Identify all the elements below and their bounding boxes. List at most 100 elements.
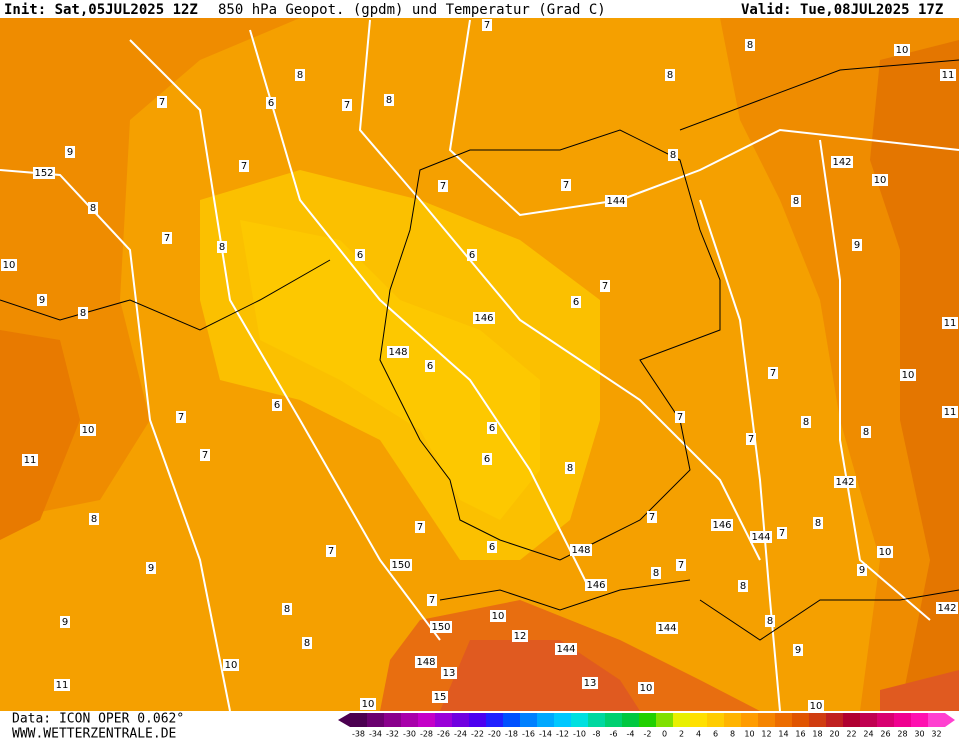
contour-label-box xyxy=(861,426,871,438)
contour-label-box xyxy=(217,241,227,253)
colorbar-swatch xyxy=(554,713,571,727)
contour-label: 7 xyxy=(164,233,170,244)
colorbar-label: -24 xyxy=(454,730,467,739)
colorbar-arrow xyxy=(945,713,955,727)
colorbar-label: 30 xyxy=(914,730,924,739)
colorbar-swatch xyxy=(622,713,639,727)
contour-label: 11 xyxy=(24,455,37,466)
colorbar-swatch xyxy=(792,713,809,727)
contour-label-box xyxy=(791,195,801,207)
contour-label: 7 xyxy=(178,412,184,423)
contour-label: 6 xyxy=(484,454,490,465)
contour-label: 15 xyxy=(434,692,447,703)
contour-label-box xyxy=(482,19,492,31)
contour-label-box xyxy=(22,454,38,466)
colorbar-label: -14 xyxy=(539,730,552,739)
contour-label: 144 xyxy=(751,532,770,543)
contour-label-box xyxy=(1,259,17,271)
colorbar-swatch xyxy=(503,713,520,727)
colorbar-swatch xyxy=(707,713,724,727)
contour-label: 148 xyxy=(416,657,435,668)
contour-label: 150 xyxy=(391,560,410,571)
contour-label: 12 xyxy=(514,631,527,642)
contour-label: 8 xyxy=(740,581,746,592)
colorbar-swatch xyxy=(656,713,673,727)
contour-label: 148 xyxy=(388,347,407,358)
colorbar-label: 12 xyxy=(761,730,771,739)
contour-label: 8 xyxy=(304,638,310,649)
contour-label-box xyxy=(711,519,733,531)
contour-label: 6 xyxy=(427,361,433,372)
colorbar-label: 8 xyxy=(730,730,735,739)
colorbar-label: 4 xyxy=(696,730,701,739)
contour-label-box xyxy=(801,416,811,428)
colorbar-label: 2 xyxy=(679,730,684,739)
contour-label: 144 xyxy=(606,196,625,207)
contour-label: 7 xyxy=(563,180,569,191)
contour-label: 7 xyxy=(328,546,334,557)
colorbar-swatch xyxy=(401,713,418,727)
colorbar-swatch xyxy=(843,713,860,727)
contour-label: 8 xyxy=(386,95,392,106)
contour-label: 9 xyxy=(795,645,801,656)
contour-label: 10 xyxy=(902,370,915,381)
colorbar-label: -28 xyxy=(420,730,433,739)
contour-label-box xyxy=(675,411,685,423)
contour-label-box xyxy=(89,513,99,525)
contour-label-box xyxy=(384,94,394,106)
colorbar-swatch xyxy=(860,713,877,727)
contour-label-box xyxy=(487,541,497,553)
contour-label-box xyxy=(441,667,457,679)
contour-label-box xyxy=(555,643,577,655)
contour-label: 146 xyxy=(586,580,605,591)
contour-label: 146 xyxy=(474,313,493,324)
colorbar-label: 18 xyxy=(812,730,822,739)
contour-label: 7 xyxy=(649,512,655,523)
contour-label-box xyxy=(571,296,581,308)
contour-label-box xyxy=(777,527,787,539)
colorbar-label: 16 xyxy=(795,730,805,739)
contour-label: 8 xyxy=(90,203,96,214)
colorbar-label: -20 xyxy=(488,730,501,739)
contour-label: 10 xyxy=(896,45,909,56)
contour-label: 146 xyxy=(712,520,731,531)
contour-label: 8 xyxy=(91,514,97,525)
colorbar-label: 32 xyxy=(931,730,941,739)
contour-label-box xyxy=(834,476,856,488)
contour-label: 6 xyxy=(357,250,363,261)
contour-label-box xyxy=(676,559,686,571)
colorbar-swatch xyxy=(418,713,435,727)
colorbar-label: 28 xyxy=(897,730,907,739)
colorbar-label: -12 xyxy=(556,730,569,739)
contour-label-box xyxy=(60,616,70,628)
contour-label-box xyxy=(942,406,958,418)
colorbar-swatch xyxy=(673,713,690,727)
contour-label: 7 xyxy=(677,412,683,423)
init-time: Init: Sat,05JUL2025 12Z xyxy=(4,2,198,18)
colorbar-label: 0 xyxy=(662,730,667,739)
contour-label: 7 xyxy=(748,434,754,445)
contour-label-box xyxy=(808,700,824,712)
contour-label-box xyxy=(360,698,376,710)
contour-label: 8 xyxy=(284,604,290,615)
contour-label: 9 xyxy=(67,147,73,158)
map xyxy=(0,18,959,711)
contour-label-box xyxy=(282,603,292,615)
contour-label: 144 xyxy=(556,644,575,655)
colorbar-label: -30 xyxy=(403,730,416,739)
colorbar-label: -32 xyxy=(386,730,399,739)
contour-label: 8 xyxy=(219,242,225,253)
colorbar-label: -2 xyxy=(644,730,652,739)
contour-label: 7 xyxy=(429,595,435,606)
contour-label-box xyxy=(746,433,756,445)
contour-label: 7 xyxy=(779,528,785,539)
contour-label: 142 xyxy=(835,477,854,488)
contour-label: 8 xyxy=(863,427,869,438)
contour-label-box xyxy=(793,644,803,656)
contour-label: 8 xyxy=(80,308,86,319)
contour-label-box xyxy=(80,424,96,436)
contour-label-box xyxy=(852,239,862,251)
colorbar-swatch xyxy=(605,713,622,727)
contour-label-box xyxy=(940,69,956,81)
contour-label-box xyxy=(487,422,497,434)
